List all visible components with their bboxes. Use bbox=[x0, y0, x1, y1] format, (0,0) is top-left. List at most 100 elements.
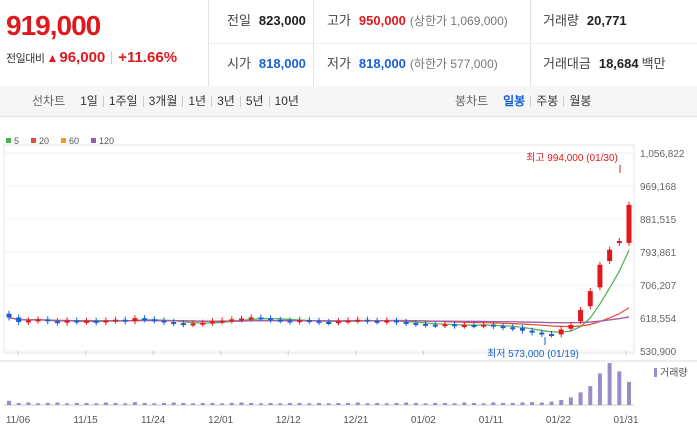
candle bbox=[277, 319, 283, 322]
change-percent: +11.66% bbox=[118, 49, 178, 66]
volume-bar bbox=[481, 403, 486, 405]
stat-amount: 거래대금 18,684 백만 bbox=[543, 43, 666, 86]
candle bbox=[490, 324, 496, 327]
volume-bar bbox=[132, 402, 137, 405]
x-tick-label: 01/11 bbox=[479, 415, 504, 426]
price-box: 919,000 전일대비 ▲ 96,000 +11.66% bbox=[0, 0, 209, 86]
divider bbox=[142, 95, 144, 107]
volume-bar bbox=[404, 402, 409, 405]
volume-bar bbox=[278, 403, 283, 405]
volume-bar bbox=[7, 400, 11, 405]
volume-bar bbox=[171, 402, 176, 405]
candlestick-chart[interactable]: 1,056,822 969,168 881,515 793,861 706,207 618… bbox=[0, 117, 697, 441]
period-3y[interactable]: 3년 bbox=[217, 94, 235, 108]
volume-bar bbox=[433, 402, 438, 405]
volume-legend-swatch bbox=[654, 368, 657, 377]
candle bbox=[171, 321, 177, 324]
candle-chart-periods: 봉차트 일봉 주봉 월봉 bbox=[455, 86, 596, 116]
candle bbox=[161, 320, 167, 323]
volume-bar bbox=[142, 402, 147, 405]
quote-stats: 전일 823,000 고가 950,000 (상한가 1,069,000) 거래량 20… bbox=[209, 0, 697, 86]
stat-unit: 백만 bbox=[641, 56, 666, 71]
candle bbox=[54, 321, 60, 324]
legend-swatch bbox=[91, 138, 96, 143]
volume-bar bbox=[617, 371, 622, 405]
volume-bar bbox=[84, 402, 89, 405]
stat-label: 고가 bbox=[327, 13, 351, 28]
period-10y[interactable]: 10년 bbox=[274, 94, 299, 108]
y-tick-label: 793,861 bbox=[640, 248, 677, 259]
stat-label: 저가 bbox=[327, 56, 351, 71]
stat-value: 18,684 bbox=[598, 56, 639, 71]
legend-swatch bbox=[6, 138, 11, 143]
volume-bar bbox=[200, 402, 205, 405]
y-tick-label: 969,168 bbox=[640, 182, 677, 193]
candle bbox=[403, 321, 409, 324]
volume-bar bbox=[16, 402, 21, 405]
period-1d[interactable]: 1일 bbox=[80, 94, 98, 108]
candle bbox=[258, 317, 264, 320]
candle bbox=[519, 327, 525, 331]
candle bbox=[113, 319, 119, 322]
volume-bar bbox=[297, 402, 302, 405]
change-label: 전일대비 bbox=[6, 52, 45, 65]
candle bbox=[25, 320, 31, 323]
legend-label: 5 bbox=[14, 136, 19, 146]
stat-open: 시가 818,000 bbox=[227, 43, 306, 86]
volume-bar bbox=[501, 402, 506, 405]
candle-daily[interactable]: 일봉 bbox=[503, 94, 526, 108]
candle-monthly[interactable]: 월봉 bbox=[569, 94, 592, 108]
volume-bar bbox=[472, 402, 476, 405]
volume-bar bbox=[317, 402, 321, 405]
candle bbox=[578, 309, 584, 322]
y-tick-label: 618,554 bbox=[640, 314, 677, 325]
volume-bar bbox=[597, 373, 602, 405]
period-1w[interactable]: 1주일 bbox=[108, 94, 138, 108]
legend-swatch bbox=[31, 138, 36, 143]
volume-bar bbox=[520, 402, 525, 405]
stat-label: 거래량 bbox=[543, 13, 579, 28]
candle bbox=[442, 324, 448, 327]
period-3m[interactable]: 3개월 bbox=[148, 94, 178, 108]
stat-label: 전일 bbox=[227, 13, 251, 28]
candle bbox=[93, 320, 99, 323]
x-tick-label: 01/02 bbox=[411, 415, 436, 426]
upper-limit: (상한가 1,069,000) bbox=[409, 14, 508, 28]
candle bbox=[345, 320, 351, 323]
up-triangle-icon: ▲ bbox=[46, 50, 59, 65]
candle bbox=[355, 319, 361, 322]
candle bbox=[122, 319, 128, 322]
volume-bar bbox=[210, 402, 215, 405]
candle bbox=[268, 318, 274, 321]
lower-limit: (하한가 577,000) bbox=[409, 57, 498, 71]
stat-label: 거래대금 bbox=[543, 56, 591, 71]
x-tick-label: 11/24 bbox=[141, 415, 166, 426]
volume-bar bbox=[549, 401, 554, 405]
candle bbox=[190, 323, 196, 326]
volume-bar bbox=[346, 402, 351, 405]
candle-weekly[interactable]: 주봉 bbox=[536, 94, 559, 108]
candle bbox=[587, 291, 593, 307]
volume-bar bbox=[530, 402, 535, 405]
stat-low: 저가 818,000 (하한가 577,000) bbox=[327, 43, 498, 86]
volume-bar bbox=[607, 363, 612, 405]
legend-swatch bbox=[61, 138, 66, 143]
volume-bar bbox=[113, 402, 118, 405]
legend-label: 20 bbox=[39, 136, 49, 146]
candle bbox=[510, 327, 516, 330]
y-tick-label: 881,515 bbox=[640, 215, 677, 226]
period-5y[interactable]: 5년 bbox=[245, 94, 264, 108]
candle bbox=[16, 317, 22, 322]
candle bbox=[200, 322, 206, 325]
candle bbox=[568, 324, 574, 329]
volume-bar bbox=[568, 397, 573, 405]
volume-bar bbox=[74, 402, 79, 405]
volume-bar bbox=[191, 403, 196, 405]
min-annotation: 최저 573,000 (01/19) bbox=[487, 348, 579, 360]
x-tick-label: 12/12 bbox=[276, 415, 301, 426]
period-1y[interactable]: 1년 bbox=[188, 94, 207, 108]
candle bbox=[132, 318, 138, 322]
x-tick-label: 01/22 bbox=[546, 415, 571, 426]
stat-prev-close: 전일 823,000 bbox=[227, 0, 306, 43]
candle bbox=[471, 324, 477, 327]
